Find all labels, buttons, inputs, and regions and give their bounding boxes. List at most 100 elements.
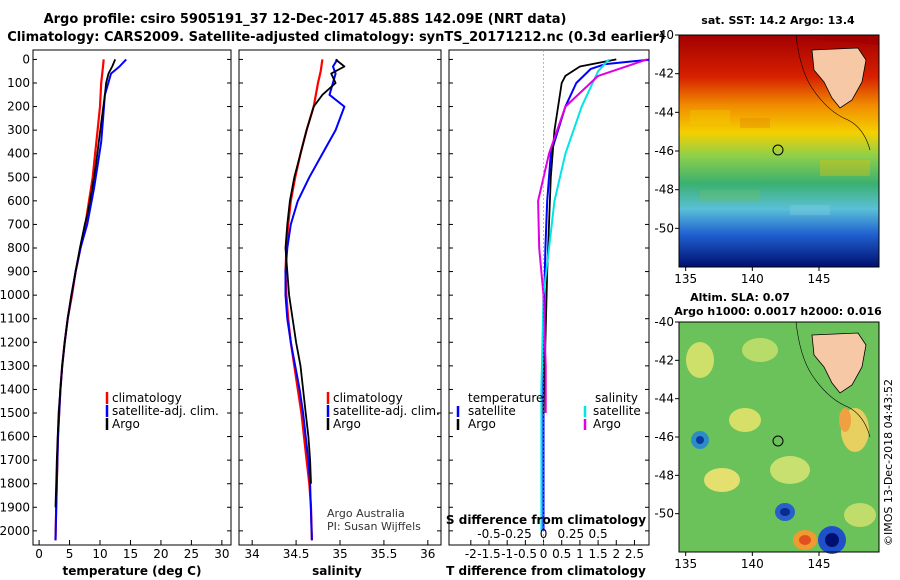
y-tick-label: 1000 bbox=[0, 288, 30, 302]
legend-label-climatology: climatology bbox=[333, 391, 403, 405]
series-line-climatology bbox=[284, 59, 324, 541]
salinity-series bbox=[284, 58, 346, 541]
series-line-argo bbox=[542, 58, 617, 414]
series-line-argo bbox=[284, 58, 346, 484]
y-tick-label: 1600 bbox=[0, 430, 30, 444]
sst-map-lat-ticks: -40 -42 -44 -46 -48 -50 bbox=[654, 28, 679, 235]
x-tick-label: 15 bbox=[123, 547, 138, 561]
s-tick-label: -0.5 bbox=[477, 527, 500, 541]
salinity-legend: climatology satellite-adj. clim. Argo bbox=[326, 391, 440, 431]
temperature-panel: 0100200300400500600700800900100011001200… bbox=[0, 49, 232, 578]
x-tick-label: -0.5 bbox=[514, 547, 537, 561]
s-tick-label: 0.25 bbox=[557, 527, 584, 541]
temperature-legend: climatology satellite-adj. clim. Argo bbox=[105, 391, 219, 431]
lat-tick-label: -40 bbox=[654, 28, 674, 42]
y-tick-label: 0 bbox=[22, 52, 30, 66]
legend-label-climatology: climatology bbox=[112, 391, 182, 405]
lat-tick-label: -50 bbox=[654, 221, 674, 235]
x-tick-label: 0 bbox=[540, 547, 548, 561]
figure-title-line1: Argo profile: csiro 5905191_37 12-Dec-20… bbox=[44, 12, 567, 27]
x-tick-label: 20 bbox=[153, 547, 168, 561]
x-tick-label: -2 bbox=[465, 547, 477, 561]
y-tick-label: 900 bbox=[7, 265, 30, 279]
lon-tick-label: 135 bbox=[674, 557, 697, 571]
salinity-plot-frame bbox=[238, 49, 442, 546]
difference-plot-frame bbox=[448, 49, 650, 546]
y-tick-label: 1300 bbox=[0, 359, 30, 373]
bathymetry-contour bbox=[795, 34, 871, 151]
y-tick-label: 1900 bbox=[0, 500, 30, 514]
series-line-climatology bbox=[54, 59, 105, 541]
series-line-satellite bbox=[540, 58, 610, 531]
legend-label-satellite: satellite-adj. clim. bbox=[333, 404, 440, 418]
series-line-satellite-adj-clim- bbox=[54, 58, 127, 541]
y-tick-label: 1100 bbox=[0, 312, 30, 326]
lat-tick-label: -44 bbox=[654, 392, 674, 406]
legend-label-t-argo: Argo bbox=[468, 417, 496, 431]
y-tick-label: 700 bbox=[7, 217, 30, 231]
salinity-panel: 34 34.5 35 35.5 36 salinity climatology sate… bbox=[238, 49, 442, 578]
sst-map: sat. SST: 14.2 Argo: 13.4 -40-42-44-46-4… bbox=[654, 14, 880, 286]
x-tick-label: 25 bbox=[184, 547, 199, 561]
imos-footer: ©IMOS 13-Dec-2018 04:43:52 bbox=[882, 379, 895, 546]
salinity-axis-ticks: 34 34.5 35 35.5 36 bbox=[245, 540, 435, 561]
series-line-satellite bbox=[542, 58, 649, 531]
y-tick-label: 600 bbox=[7, 194, 30, 208]
lat-tick-label: -46 bbox=[654, 430, 674, 444]
legend-label-s-satellite: satellite bbox=[593, 404, 641, 418]
lat-tick-label: -44 bbox=[654, 105, 674, 119]
sst-texture bbox=[690, 110, 870, 215]
x-tick-label: 5 bbox=[66, 547, 74, 561]
land-mass-tasmania bbox=[811, 47, 867, 109]
x-tick-label: 34.5 bbox=[283, 547, 310, 561]
sla-map-lon-ticks: 135 140 145 bbox=[674, 552, 830, 571]
salinity-xlabel: salinity bbox=[312, 564, 362, 578]
sla-map-title2: Argo h1000: 0.0017 h2000: 0.016 bbox=[674, 305, 882, 318]
y-tick-label: 1700 bbox=[0, 453, 30, 467]
sst-map-lon-ticks: 135 140 145 bbox=[674, 267, 830, 286]
legend-label-t-satellite: satellite bbox=[468, 404, 516, 418]
x-tick-label: 2.5 bbox=[625, 547, 644, 561]
lat-tick-label: -46 bbox=[654, 144, 674, 158]
salinity-difference-ticks: -0.5 -0.25 0 0.25 0.5 bbox=[477, 527, 607, 541]
salinity-depth-ticks bbox=[239, 58, 441, 532]
credit-argo-australia: Argo Australia bbox=[327, 507, 405, 520]
series-line-satellite-adj-clim- bbox=[284, 58, 346, 541]
x-tick-label: 1 bbox=[576, 547, 584, 561]
x-tick-label: 30 bbox=[214, 547, 229, 561]
difference-series bbox=[537, 50, 649, 545]
legend-label-argo: Argo bbox=[333, 417, 361, 431]
y-tick-label: 800 bbox=[7, 241, 30, 255]
difference-legend: temperature satellite Argo salinity sate… bbox=[456, 391, 641, 431]
land-mass-tasmania bbox=[811, 332, 867, 394]
lon-tick-label: 135 bbox=[674, 272, 697, 286]
legend-title-salinity: salinity bbox=[595, 391, 638, 405]
x-tick-label: 35 bbox=[332, 547, 347, 561]
x-tick-label: 35.5 bbox=[371, 547, 398, 561]
lon-tick-label: 145 bbox=[808, 272, 831, 286]
x-tick-label: -1 bbox=[501, 547, 513, 561]
lat-tick-label: -48 bbox=[654, 468, 674, 482]
legend-label-satellite: satellite-adj. clim. bbox=[112, 404, 219, 418]
legend-label-s-argo: Argo bbox=[593, 417, 621, 431]
y-tick-label: 1500 bbox=[0, 406, 30, 420]
temperature-xlabel: temperature (deg C) bbox=[63, 564, 202, 578]
sst-map-title: sat. SST: 14.2 Argo: 13.4 bbox=[701, 14, 855, 27]
y-tick-label: 400 bbox=[7, 147, 30, 161]
lon-tick-label: 140 bbox=[741, 272, 764, 286]
lat-tick-label: -48 bbox=[654, 183, 674, 197]
sla-map: Altim. SLA: 0.07 Argo h1000: 0.0017 h200… bbox=[654, 291, 882, 571]
y-tick-label: 100 bbox=[7, 76, 30, 90]
lat-tick-label: -50 bbox=[654, 507, 674, 521]
depth-axis-ticks: 0 100 200 300 400 500 600 700 800 900 1000 1100 1200… bbox=[0, 52, 231, 538]
difference-depth-ticks bbox=[449, 58, 649, 532]
sla-anomalies bbox=[686, 338, 876, 554]
lat-tick-label: -42 bbox=[654, 353, 674, 367]
s-tick-label: -0.25 bbox=[501, 527, 532, 541]
legend-label-argo: Argo bbox=[112, 417, 140, 431]
lon-tick-label: 140 bbox=[741, 557, 764, 571]
x-tick-label: 36 bbox=[420, 547, 435, 561]
x-tick-label: 34 bbox=[245, 547, 260, 561]
figure-title-line2: Climatology: CARS2009. Satellite-adjuste… bbox=[7, 30, 665, 45]
y-tick-label: 2000 bbox=[0, 524, 30, 538]
